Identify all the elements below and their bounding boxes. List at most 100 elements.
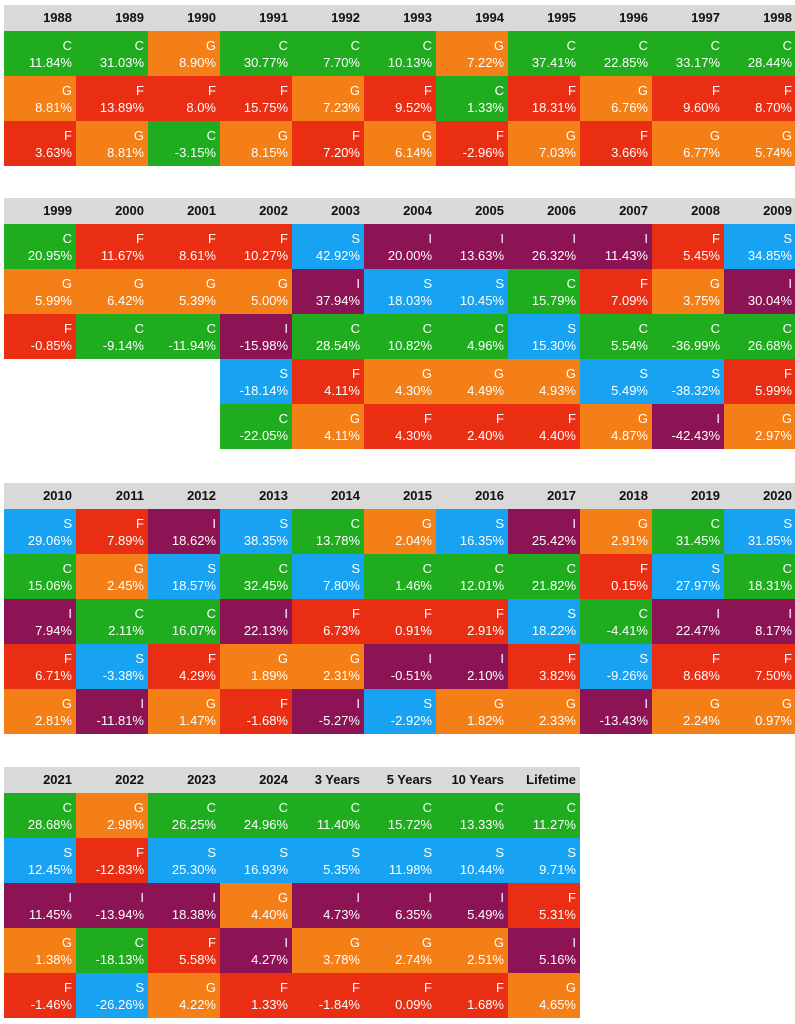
column-header: 1995 bbox=[547, 10, 576, 25]
return-value: -15.98% bbox=[239, 338, 288, 353]
fund-letter: F bbox=[208, 231, 216, 246]
fund-cell: S 34.85% bbox=[724, 224, 795, 269]
year-column: F 11.67% G 6.42% C -9.14% bbox=[76, 224, 148, 449]
return-value: 0.97% bbox=[755, 713, 792, 728]
return-value: 2.45% bbox=[107, 578, 144, 593]
fund-letter: G bbox=[349, 83, 360, 98]
fund-cell: C 31.03% bbox=[76, 31, 148, 76]
fund-letter: S bbox=[135, 651, 144, 666]
fund-cell: C 30.77% bbox=[220, 31, 292, 76]
column-header: 1993 bbox=[403, 10, 432, 25]
column-header: 2019 bbox=[691, 488, 720, 503]
fund-letter: F bbox=[712, 651, 720, 666]
fund-letter: S bbox=[351, 561, 360, 576]
fund-letter: C bbox=[422, 561, 432, 576]
return-value: 15.06% bbox=[27, 578, 72, 593]
fund-letter: S bbox=[63, 516, 72, 531]
fund-letter: S bbox=[495, 845, 504, 860]
fund-cell: I -13.43% bbox=[580, 689, 652, 734]
return-value: 28.68% bbox=[27, 817, 72, 832]
fund-cell: G 7.23% bbox=[292, 76, 364, 121]
return-value: 1.47% bbox=[179, 713, 216, 728]
year-column: C 24.96% S 16.93% G 4.40% I 4.27% F 1.33% bbox=[220, 793, 292, 1018]
return-value: 18.62% bbox=[171, 533, 216, 548]
return-value: 15.30% bbox=[531, 338, 576, 353]
fund-cell: S -9.26% bbox=[580, 644, 652, 689]
fund-cell: S 11.98% bbox=[364, 838, 436, 883]
return-value: 7.80% bbox=[323, 578, 360, 593]
fund-letter: I bbox=[716, 411, 720, 426]
fund-cell: C 15.79% bbox=[508, 269, 580, 314]
fund-letter: I bbox=[284, 606, 288, 621]
return-value: 5.39% bbox=[179, 293, 216, 308]
return-value: -2.96% bbox=[462, 145, 504, 160]
fund-cell: S -26.26% bbox=[76, 973, 148, 1018]
column-header: 1988 bbox=[43, 10, 72, 25]
return-value: 2.98% bbox=[107, 817, 144, 832]
return-value: 3.78% bbox=[323, 952, 360, 967]
return-value: 12.45% bbox=[27, 862, 72, 877]
fund-cell: I 25.42% bbox=[508, 509, 580, 554]
fund-letter: C bbox=[278, 38, 288, 53]
fund-cell: G 8.15% bbox=[220, 121, 292, 166]
fund-letter: I bbox=[788, 606, 792, 621]
fund-letter: F bbox=[568, 651, 576, 666]
return-value: -26.26% bbox=[95, 997, 144, 1012]
return-value: 1.33% bbox=[467, 100, 504, 115]
fund-letter: C bbox=[62, 38, 72, 53]
fund-cell: C 12.01% bbox=[436, 554, 508, 599]
fund-letter: G bbox=[493, 696, 504, 711]
fund-cell: F 0.15% bbox=[580, 554, 652, 599]
fund-letter: G bbox=[205, 38, 216, 53]
return-value: 18.38% bbox=[171, 907, 216, 922]
returns-table-3: 2010 2011 2012 2013 2014 2015 2016 2017 2018 2019… bbox=[4, 483, 795, 734]
fund-cell: C -18.13% bbox=[76, 928, 148, 973]
fund-letter: F bbox=[424, 411, 432, 426]
return-value: 8.15% bbox=[251, 145, 288, 160]
return-value: 4.49% bbox=[467, 383, 504, 398]
fund-cell: F 5.45% bbox=[652, 224, 724, 269]
return-value: -2.92% bbox=[390, 713, 432, 728]
fund-letter: F bbox=[64, 980, 72, 995]
fund-cell: F 13.89% bbox=[76, 76, 148, 121]
fund-cell: G 2.04% bbox=[364, 509, 436, 554]
fund-cell: S 7.80% bbox=[292, 554, 364, 599]
fund-cell: F 4.29% bbox=[148, 644, 220, 689]
fund-cell: G 4.22% bbox=[148, 973, 220, 1018]
fund-cell: C 31.45% bbox=[652, 509, 724, 554]
fund-cell: I 22.47% bbox=[652, 599, 724, 644]
year-column: I 13.63% S 10.45% C 4.96% G 4.49% F 2.40% bbox=[436, 224, 508, 449]
return-value: 2.11% bbox=[108, 623, 144, 638]
fund-letter: F bbox=[640, 561, 648, 576]
fund-cell: G 2.24% bbox=[652, 689, 724, 734]
fund-letter: F bbox=[496, 980, 504, 995]
fund-cell: C -11.94% bbox=[148, 314, 220, 359]
return-value: 6.71% bbox=[35, 668, 72, 683]
return-value: 10.82% bbox=[387, 338, 432, 353]
fund-letter: C bbox=[278, 561, 288, 576]
fund-cell: I 13.63% bbox=[436, 224, 508, 269]
fund-cell: F -0.85% bbox=[4, 314, 76, 359]
return-value: -1.46% bbox=[30, 997, 72, 1012]
column-header: 2003 bbox=[331, 203, 360, 218]
column-header: 2005 bbox=[475, 203, 504, 218]
fund-letter: S bbox=[567, 606, 576, 621]
return-value: 5.45% bbox=[683, 248, 720, 263]
fund-cell: F 8.61% bbox=[148, 224, 220, 269]
fund-cell: I 26.32% bbox=[508, 224, 580, 269]
fund-letter: F bbox=[784, 366, 792, 381]
return-value: 8.70% bbox=[755, 100, 792, 115]
return-value: 7.09% bbox=[611, 293, 648, 308]
fund-letter: G bbox=[205, 276, 216, 291]
fund-cell: S 10.44% bbox=[436, 838, 508, 883]
fund-cell: C 18.31% bbox=[724, 554, 795, 599]
cell-grid: S 29.06% C 15.06% I 7.94% F 6.71% G 2.81% F 7.89% G 2… bbox=[4, 509, 795, 734]
return-value: -12.83% bbox=[95, 862, 144, 877]
return-value: 11.43% bbox=[604, 248, 648, 263]
year-column: C 11.40% S 5.35% I 4.73% G 3.78% F -1.84% bbox=[292, 793, 364, 1018]
return-value: -1.84% bbox=[318, 997, 360, 1012]
fund-cell: S 38.35% bbox=[220, 509, 292, 554]
fund-letter: S bbox=[639, 366, 648, 381]
fund-cell: C 15.72% bbox=[364, 793, 436, 838]
column-header: 2006 bbox=[547, 203, 576, 218]
